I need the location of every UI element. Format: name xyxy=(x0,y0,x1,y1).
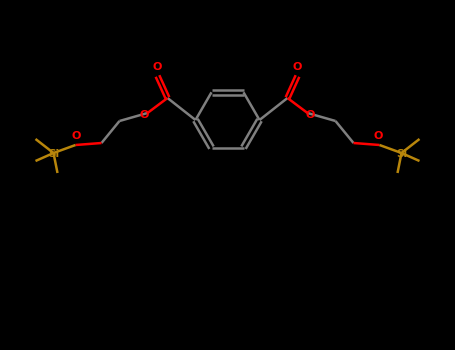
Text: O: O xyxy=(306,110,315,120)
Text: O: O xyxy=(153,62,162,72)
Text: O: O xyxy=(374,131,383,141)
Text: Si: Si xyxy=(396,149,407,159)
Text: Si: Si xyxy=(48,149,59,159)
Text: O: O xyxy=(293,62,302,72)
Text: O: O xyxy=(140,110,149,120)
Text: O: O xyxy=(72,131,81,141)
